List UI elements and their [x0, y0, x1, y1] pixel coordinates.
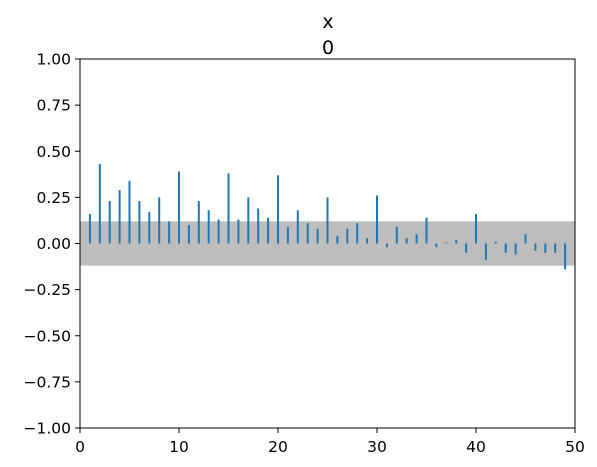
x-tick-label: 0 [75, 438, 85, 456]
x-tick-label: 20 [268, 438, 288, 456]
y-tick-label: 0.50 [36, 143, 71, 161]
y-tick-label: 0.00 [36, 235, 71, 253]
chart-title-line-1: x [322, 11, 333, 33]
y-tick-label: −0.50 [24, 327, 72, 345]
x-tick-label: 30 [367, 438, 387, 456]
x-tick-label: 40 [466, 438, 486, 456]
y-tick-label: 0.75 [36, 97, 71, 115]
axes: 1.00 0.75 0.50 0.25 0.00 −0.25 −0.50 −0.75 −1.00… [24, 51, 585, 457]
x-tick-label: 50 [565, 438, 585, 456]
y-tick-label: 1.00 [36, 51, 71, 69]
x-tick-label: 10 [169, 438, 189, 456]
y-tick-label: −0.25 [24, 281, 72, 299]
y-tick-label: 0.25 [36, 189, 71, 207]
chart-title: x 0 [322, 11, 334, 59]
y-tick-label: −1.00 [24, 420, 72, 438]
y-tick-label: −0.75 [24, 373, 72, 391]
plot-area [80, 164, 575, 270]
chart-title-line-2: 0 [322, 37, 334, 59]
